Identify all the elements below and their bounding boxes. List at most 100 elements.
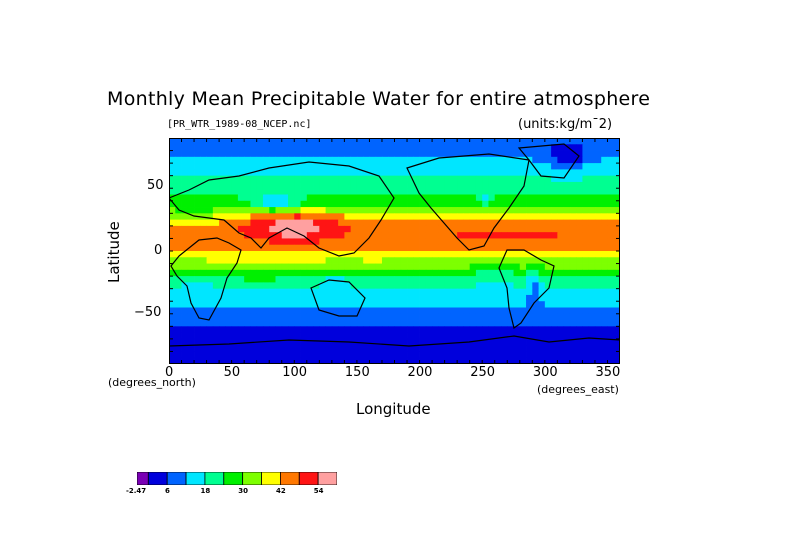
heatmap-cell	[500, 163, 508, 170]
heatmap-cell	[300, 244, 308, 252]
heatmap-cell	[288, 194, 295, 202]
heatmap-cell	[413, 225, 420, 233]
heatmap-cell	[563, 351, 571, 359]
heatmap-cell	[331, 181, 339, 189]
heatmap-cell	[400, 150, 408, 158]
heatmap-cell	[500, 188, 508, 195]
heatmap-cell	[507, 294, 514, 302]
heatmap-cell	[588, 313, 596, 321]
heatmap-cell	[187, 219, 195, 227]
heatmap-cell	[394, 282, 402, 290]
heatmap-cell	[169, 326, 176, 334]
heatmap-cell	[457, 313, 464, 321]
heatmap-cell	[212, 144, 220, 151]
heatmap-cell	[300, 188, 308, 195]
heatmap-cell	[450, 156, 458, 164]
heatmap-cell	[363, 138, 370, 145]
heatmap-cell	[557, 169, 565, 177]
heatmap-cell	[432, 269, 439, 277]
heatmap-cell	[388, 144, 395, 151]
heatmap-cell	[181, 338, 189, 346]
heatmap-cell	[288, 338, 295, 346]
heatmap-cell	[175, 276, 182, 283]
heatmap-cell	[475, 244, 483, 252]
heatmap-cell	[526, 320, 533, 327]
heatmap-cell	[375, 213, 383, 221]
heatmap-cell	[457, 156, 464, 164]
heatmap-cell	[482, 138, 489, 145]
heatmap-cell	[588, 238, 596, 246]
heatmap-cell	[294, 194, 301, 202]
heatmap-cell	[237, 144, 245, 151]
heatmap-cell	[244, 282, 251, 290]
heatmap-cell	[325, 307, 333, 315]
heatmap-cell	[594, 225, 602, 233]
heatmap-cell	[475, 232, 483, 239]
heatmap-cell	[344, 213, 352, 221]
heatmap-cell	[319, 144, 326, 151]
heatmap-cell	[250, 301, 258, 308]
heatmap-cell	[356, 150, 364, 158]
heatmap-cell	[400, 257, 408, 264]
heatmap-cell	[594, 207, 602, 214]
heatmap-cell	[194, 188, 201, 195]
heatmap-cell	[438, 269, 446, 277]
heatmap-cell	[187, 263, 195, 271]
heatmap-cell	[294, 301, 301, 308]
heatmap-cell	[419, 188, 427, 195]
heatmap-cell	[363, 357, 370, 364]
heatmap-cell	[225, 244, 233, 252]
heatmap-cell	[419, 301, 427, 308]
heatmap-cell	[375, 257, 383, 264]
heatmap-cell	[319, 288, 326, 296]
heatmap-cell	[488, 144, 496, 151]
heatmap-cell	[475, 251, 483, 258]
heatmap-cell	[544, 263, 552, 271]
heatmap-cell	[331, 301, 339, 308]
heatmap-cell	[432, 181, 439, 189]
heatmap-cell	[494, 238, 502, 246]
heatmap-cell	[262, 282, 270, 290]
heatmap-cell	[356, 144, 364, 151]
heatmap-cell	[175, 232, 182, 239]
heatmap-cell	[469, 232, 477, 239]
heatmap-cell	[557, 194, 565, 202]
heatmap-cell	[256, 294, 264, 302]
heatmap-cell	[288, 320, 295, 327]
heatmap-cell	[419, 138, 427, 145]
heatmap-cell	[169, 194, 176, 202]
heatmap-cell	[300, 138, 308, 145]
heatmap-cell	[400, 175, 408, 183]
heatmap-cell	[551, 200, 558, 208]
heatmap-cell	[175, 244, 182, 252]
heatmap-cell	[394, 338, 402, 346]
heatmap-cell	[388, 225, 395, 233]
heatmap-cell	[526, 338, 533, 346]
heatmap-cell	[582, 269, 590, 277]
heatmap-cell	[588, 232, 596, 239]
heatmap-cell	[219, 213, 226, 221]
heatmap-cell	[538, 301, 546, 308]
heatmap-cell	[225, 194, 233, 202]
heatmap-cell	[344, 301, 352, 308]
heatmap-cell	[294, 169, 301, 177]
heatmap-cell	[281, 338, 289, 346]
heatmap-cell	[294, 307, 301, 315]
heatmap-cell	[363, 156, 370, 164]
heatmap-cell	[526, 332, 533, 340]
heatmap-cell	[588, 156, 596, 164]
heatmap-cell	[262, 269, 270, 277]
heatmap-cell	[507, 351, 514, 359]
heatmap-cell	[319, 351, 326, 359]
heatmap-cell	[375, 225, 383, 233]
heatmap-cell	[300, 332, 308, 340]
heatmap-cell	[507, 263, 514, 271]
heatmap-cell	[294, 144, 301, 151]
heatmap-cell	[526, 219, 533, 227]
heatmap-cell	[563, 257, 571, 264]
heatmap-cell	[375, 332, 383, 340]
x-axis-label: Longitude	[356, 400, 431, 418]
heatmap-cell	[256, 188, 264, 195]
heatmap-cell	[400, 244, 408, 252]
heatmap-cell	[425, 188, 433, 195]
